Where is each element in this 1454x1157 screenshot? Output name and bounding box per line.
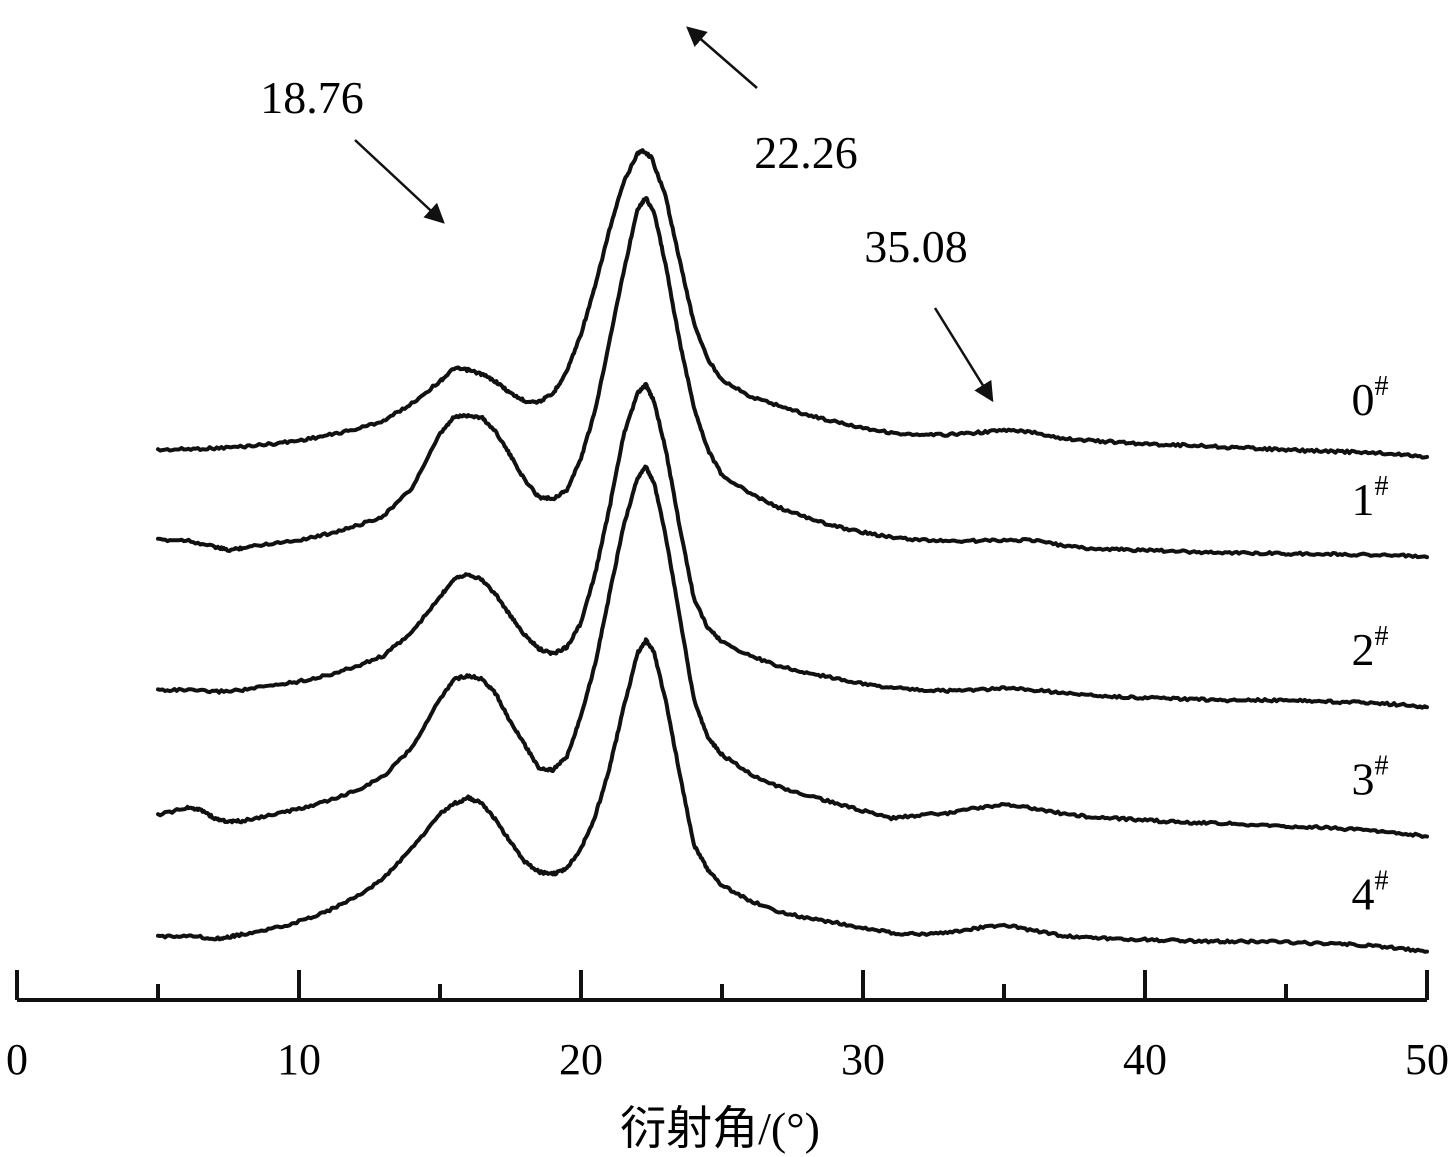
x-tick-label: 20	[559, 1035, 603, 1084]
peak-annotation-arrow	[686, 26, 758, 89]
peak-annotation-label: 35.08	[864, 221, 968, 272]
series-line-0	[156, 148, 1429, 460]
series-line-4	[156, 637, 1429, 954]
series-label-3: 3#	[1352, 751, 1389, 805]
x-tick-label: 30	[841, 1035, 885, 1084]
x-axis: 0 10 20 30 40 50	[6, 970, 1449, 1084]
x-tick-label: 40	[1123, 1035, 1167, 1084]
x-tick-label: 0	[6, 1035, 28, 1084]
series-group	[156, 148, 1429, 954]
series-label-1: 1#	[1352, 471, 1389, 525]
series-line-2	[156, 381, 1429, 710]
peak-annotation-arrow	[933, 307, 994, 403]
peak-annotation-label: 22.26	[754, 127, 858, 178]
peak-annotation-arrow	[354, 139, 445, 224]
series-label-group: 0# 1# 2# 3# 4#	[1352, 371, 1389, 920]
series-label-2: 2#	[1352, 621, 1389, 675]
series-line-1	[156, 196, 1429, 560]
series-line-3	[156, 464, 1429, 839]
peak-annotation-label: 18.76	[260, 72, 364, 123]
x-tick-label: 50	[1405, 1035, 1449, 1084]
x-axis-title: 衍射角/(°)	[620, 1103, 820, 1154]
series-label-0: 0#	[1352, 371, 1389, 425]
x-tick-label: 10	[277, 1035, 321, 1084]
series-label-4: 4#	[1352, 866, 1389, 920]
